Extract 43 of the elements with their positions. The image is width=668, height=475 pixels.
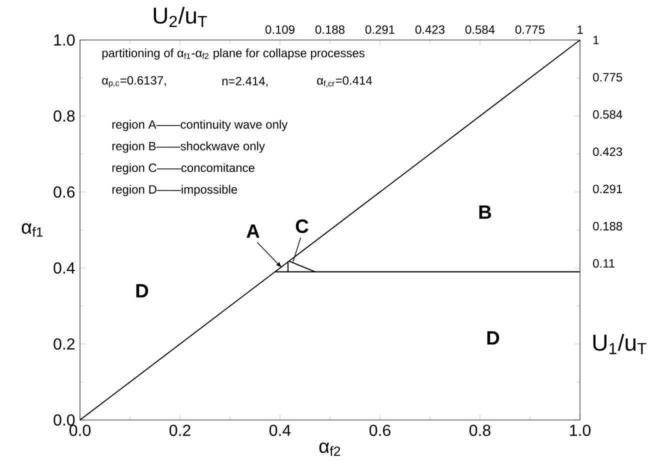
y-tick-label: 0.8 xyxy=(54,110,75,122)
text: U$_{1}$/u$_{T}$ xyxy=(593,334,646,354)
text: 0.584 xyxy=(465,25,495,34)
y-axis-title: α$_{f1}$ xyxy=(22,223,43,237)
text: 0.775 xyxy=(515,25,545,34)
text: 0.11 xyxy=(593,259,614,268)
text: 0.775 xyxy=(593,72,622,82)
annotation: D xyxy=(487,331,500,345)
text: 0.291 xyxy=(365,25,394,34)
text: 0.423 xyxy=(415,25,444,34)
x-tick-label: 1.0 xyxy=(570,424,590,436)
y-tick-label: 0.2 xyxy=(54,338,74,350)
text: 0.188 xyxy=(593,222,622,230)
annotation: partitioning of α$_{f1}$-α$_{f2}$ plane for collapse processes xyxy=(102,48,364,60)
text: 0.109 xyxy=(265,25,294,34)
annotation: D xyxy=(136,284,148,298)
annotation: region D——impossible xyxy=(112,184,238,196)
annotation: α$_{p,c}$=0.6137, xyxy=(102,76,166,88)
text: 0.291 xyxy=(593,184,622,194)
x-tick-label: 0.2 xyxy=(170,424,190,436)
text: 1 xyxy=(594,36,599,44)
annotation: B xyxy=(479,206,492,219)
text: U$_{2}$/u$_{T}$ xyxy=(154,6,207,27)
annotation: C xyxy=(296,219,308,233)
text: 1 xyxy=(578,26,583,34)
text: 0.584 xyxy=(593,110,622,119)
x-axis-title: α$_{f2}$ xyxy=(319,442,340,456)
annotation: α$_{f,cr}$=0.414 xyxy=(317,76,372,88)
annotation: region A——continuity wave only xyxy=(112,120,288,132)
y-tick-label: 0.0 xyxy=(54,414,75,426)
x-tick-label: 0.6 xyxy=(370,424,390,436)
y-tick-label: 1.0 xyxy=(54,34,75,46)
text: 0.188 xyxy=(315,25,344,34)
x-tick-label: 0.0 xyxy=(70,424,91,436)
x-tick-label: 0.8 xyxy=(470,424,490,436)
x-tick-label: 0.4 xyxy=(270,424,291,436)
annotation: A xyxy=(246,224,260,238)
y-tick-label: 0.6 xyxy=(54,186,75,198)
annotation: n=2.414, xyxy=(222,76,268,87)
annotation: region B——shockwave only xyxy=(112,142,265,153)
y-tick-label: 0.4 xyxy=(54,262,75,274)
annotation: region C——concomitance xyxy=(112,163,254,174)
text: 0.423 xyxy=(593,147,622,156)
